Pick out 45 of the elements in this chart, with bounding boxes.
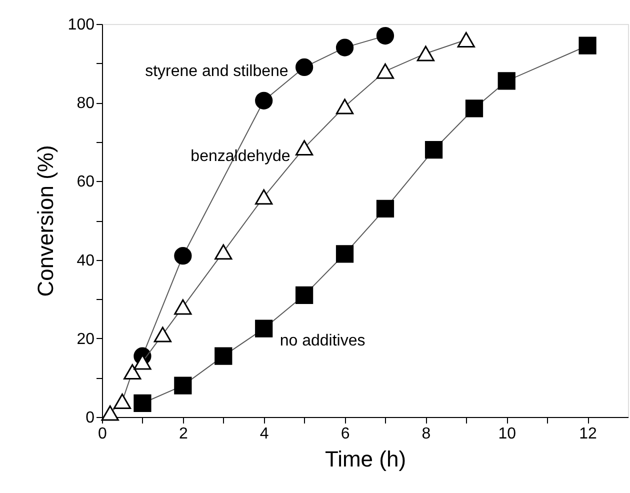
x-tick-label: 6 (340, 426, 350, 442)
point (295, 140, 314, 156)
point (295, 286, 314, 304)
point (376, 63, 394, 79)
point (376, 200, 394, 218)
point (214, 244, 232, 260)
point (124, 364, 142, 380)
point (101, 405, 119, 421)
point (255, 92, 273, 110)
point (154, 326, 172, 342)
x-tick-label: 2 (178, 426, 188, 442)
x-tick-label: 0 (98, 426, 108, 442)
x-tick-label: 8 (422, 426, 431, 442)
point (255, 320, 273, 338)
point (174, 247, 192, 265)
point (416, 46, 435, 62)
point (295, 58, 314, 76)
point (465, 100, 484, 118)
y-tick-label: 100 (68, 16, 95, 34)
point (336, 38, 354, 56)
y-tick-label: 60 (76, 174, 95, 191)
point (457, 32, 475, 48)
point (498, 72, 516, 90)
point (174, 376, 192, 394)
point (113, 394, 132, 410)
point (336, 98, 354, 114)
annotation: styrene and stilbene (145, 63, 288, 80)
x-axis-title: Time (h) (324, 446, 406, 472)
x-tick-label: 12 (579, 426, 598, 442)
y-tick-label: 0 (86, 410, 95, 426)
point (376, 26, 394, 45)
y-tick-label: 40 (76, 252, 95, 270)
y-tick-label: 20 (76, 330, 95, 348)
x-tick-label: 10 (498, 426, 516, 442)
point (134, 394, 152, 412)
point (424, 140, 443, 159)
y-axis-title: Conversion (%) (32, 145, 58, 297)
point (578, 36, 596, 54)
x-tick-label: 4 (260, 426, 269, 442)
point (174, 299, 192, 315)
y-tick-label: 80 (76, 95, 95, 112)
point (214, 347, 232, 365)
point (255, 189, 273, 205)
point (336, 245, 354, 263)
annotation: no additives (280, 332, 366, 350)
